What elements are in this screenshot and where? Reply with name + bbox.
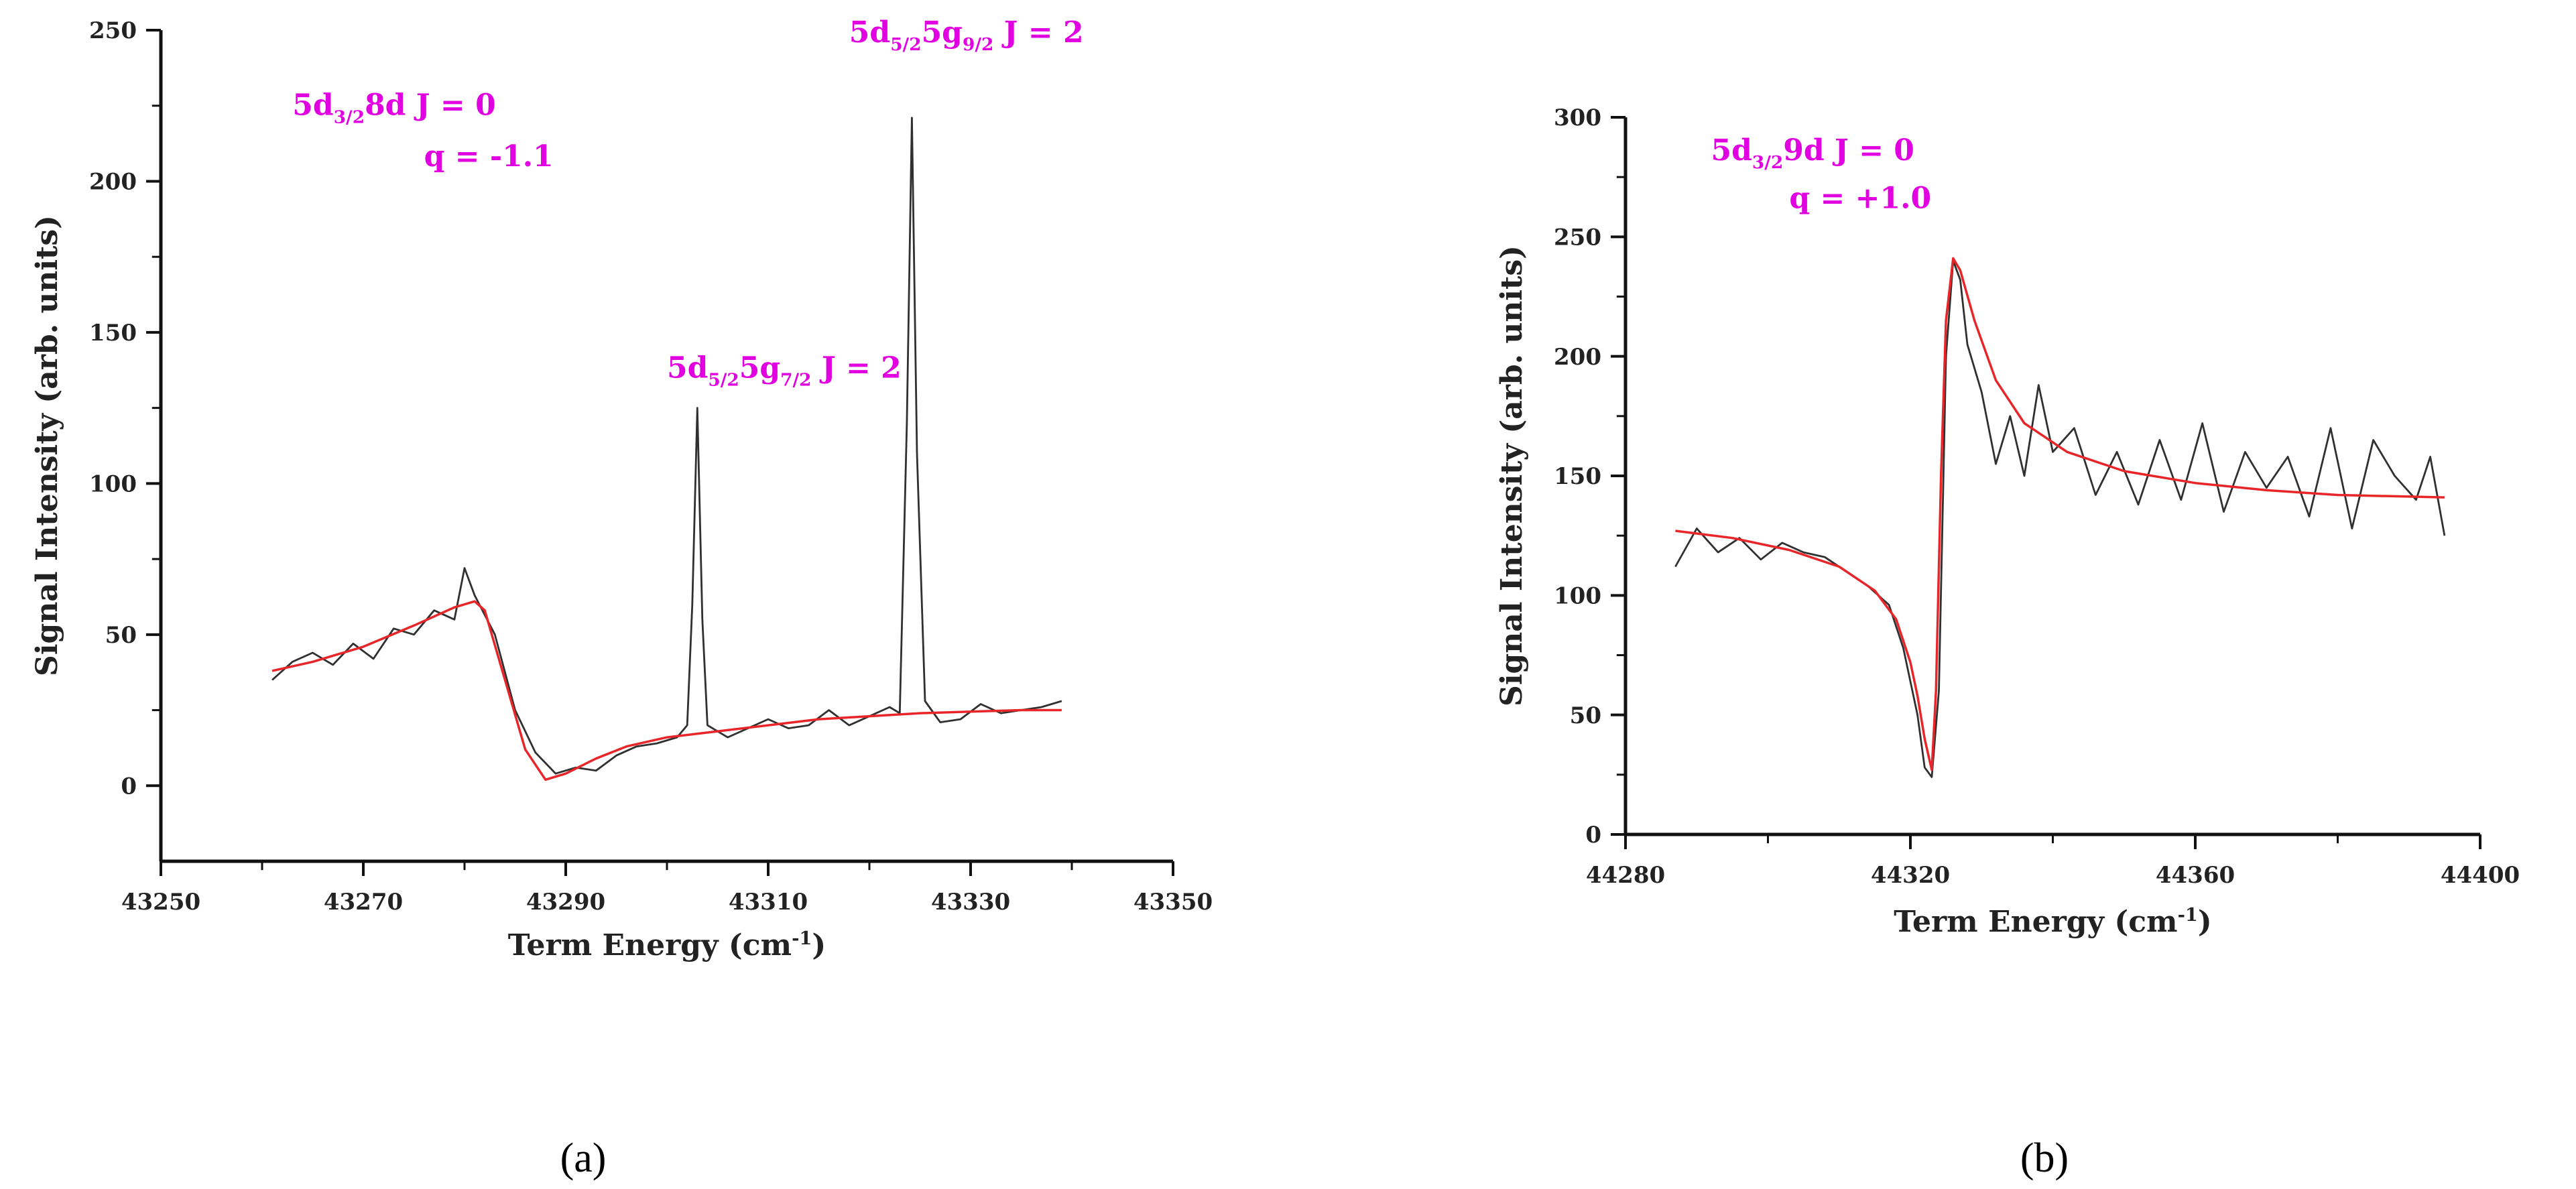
- b-label-state: 5d3/29d J = 0: [1711, 133, 1914, 173]
- y-axis-label: Signal Intensity (arb. units): [1495, 245, 1529, 706]
- x-tick-label: 43290: [526, 889, 605, 916]
- y-tick-label: 50: [105, 622, 137, 649]
- x-tick-label: 43270: [324, 889, 403, 916]
- a-label-state: 5d3/28d J = 0: [292, 88, 495, 127]
- x-tick-label: 44280: [1586, 862, 1665, 889]
- x-axis-label: Term Energy (cm-1): [508, 928, 826, 962]
- y-tick-label: 200: [1554, 344, 1601, 371]
- y-tick-label: 150: [1554, 463, 1601, 490]
- x-tick-label: 44360: [2156, 862, 2235, 889]
- x-axis-label: Term Energy (cm-1): [1894, 904, 2211, 939]
- y-tick-label: 100: [89, 471, 137, 498]
- y-tick-label: 0: [121, 773, 137, 800]
- x-tick-label: 43250: [121, 889, 200, 916]
- data-series: [1674, 259, 2446, 778]
- y-tick-label: 0: [1585, 822, 1601, 849]
- x-tick-label: 44320: [1871, 862, 1950, 889]
- y-tick-label: 100: [1554, 583, 1601, 610]
- chart-b: 0 50 100 150 200 250 300 44280 44320 44360 44400 Te…: [1495, 105, 2520, 939]
- chart-a: 0 50 100 150 200 250 43250 43270 43290 43310 43330…: [30, 15, 1213, 962]
- x-tick-label: 44400: [2441, 862, 2520, 889]
- a-label-peak2: 5d5/25g9/2 J = 2: [849, 15, 1084, 55]
- fit-curve: [1675, 257, 2445, 771]
- b-label-q: q = +1.0: [1789, 182, 1931, 216]
- panel-label-b: (b): [2020, 1135, 2069, 1181]
- y-tick-label: 250: [89, 17, 137, 44]
- panel-label-a: (a): [560, 1135, 607, 1181]
- data-series: [271, 117, 1062, 775]
- y-tick-label: 300: [1554, 105, 1601, 131]
- x-tick-label: 43310: [729, 889, 808, 916]
- y-tick-label: 150: [89, 320, 137, 347]
- y-tick-label: 50: [1570, 702, 1601, 729]
- a-label-q: q = -1.1: [424, 139, 554, 174]
- y-tick-label: 250: [1554, 225, 1601, 251]
- x-tick-label: 43330: [931, 889, 1010, 916]
- a-label-peak1: 5d5/25g7/2 J = 2: [667, 351, 902, 391]
- fit-curve: [271, 600, 1062, 781]
- y-tick-label: 200: [89, 169, 137, 196]
- x-tick-label: 43350: [1133, 889, 1213, 916]
- y-axis-label: Signal Intensity (arb. units): [30, 215, 64, 676]
